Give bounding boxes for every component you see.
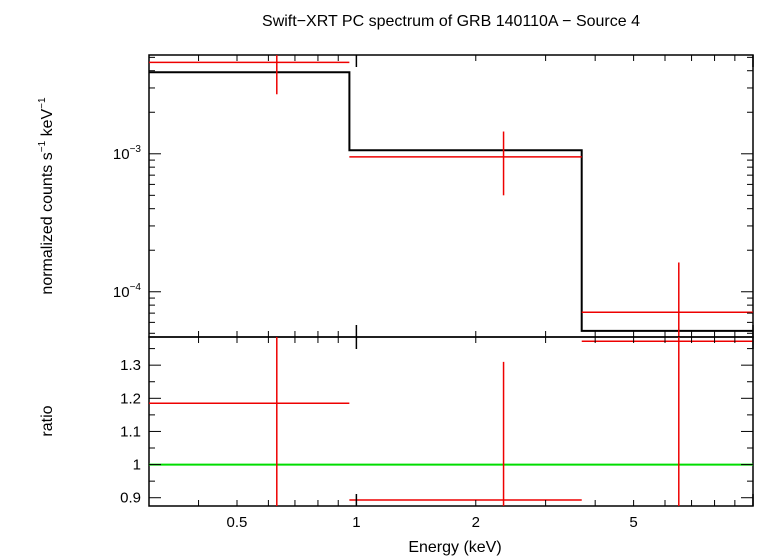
ratio-y-tick-label: 1.3 [120, 357, 141, 374]
spectrum-y-axis-label: normalized counts s−1 keV−1 [37, 97, 56, 295]
spectrum-x-ticks [148, 55, 754, 337]
ratio-panel: 0.9 1 1.1 1.2 1.3 0.5 1 2 5 ratio [39, 336, 754, 531]
model-steps [149, 71, 753, 332]
spectrum-y-ticks: 10−310−4 [113, 56, 753, 334]
ratio-data-points [149, 337, 753, 506]
y-tick-base: 10 [113, 146, 130, 163]
chart-title: Swift−XRT PC spectrum of GRB 140110A − S… [262, 13, 640, 30]
ylabel-mid: keV [39, 109, 56, 141]
ratio-y-tick-label: 1.2 [120, 390, 141, 407]
ylabel-sup2: −1 [37, 97, 48, 109]
spectrum-panel: 10−310−4 normalized counts s−1 keV−1 [37, 54, 754, 338]
ylabel-main: normalized counts s [39, 152, 56, 294]
ylabel-sup1: −1 [37, 140, 48, 152]
y-tick-label: 10−4 [113, 282, 142, 301]
ratio-y-axis-label: ratio [39, 405, 56, 436]
ratio-x-ticks: 0.5 1 2 5 [148, 337, 754, 531]
spectrum-plot-frame [148, 54, 754, 338]
ratio-y-ticks: 0.9 1 1.1 1.2 1.3 [120, 348, 753, 507]
x-tick-label: 1 [352, 514, 360, 531]
y-tick-base: 10 [113, 284, 130, 301]
x-tick-label: 5 [629, 514, 637, 531]
x-tick-label: 0.5 [227, 514, 248, 531]
ratio-y-tick-label: 0.9 [120, 490, 141, 507]
model-step-line [149, 71, 753, 332]
spectrum-data-points [149, 55, 753, 337]
y-tick-exponent: −4 [130, 282, 142, 293]
y-tick-exponent: −3 [130, 144, 142, 155]
y-tick-label: 10−3 [113, 144, 142, 163]
x-axis-label: Energy (keV) [408, 539, 501, 556]
ratio-y-tick-label: 1.1 [120, 423, 141, 440]
x-tick-label: 2 [472, 514, 480, 531]
ratio-plot-frame [148, 336, 754, 507]
ratio-y-tick-label: 1 [133, 457, 141, 474]
